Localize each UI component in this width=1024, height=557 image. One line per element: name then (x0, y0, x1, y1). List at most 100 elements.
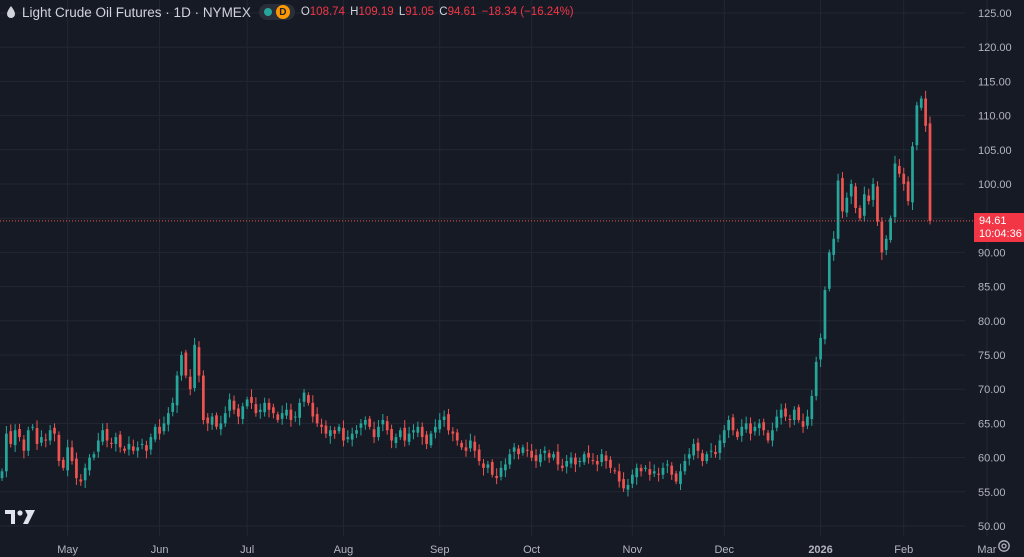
candle-body[interactable] (587, 452, 590, 458)
candle-body[interactable] (0, 471, 4, 479)
candle-body[interactable] (709, 450, 713, 452)
candle-body[interactable] (731, 417, 735, 431)
candle-body[interactable] (26, 430, 30, 451)
candle-body[interactable] (210, 416, 214, 425)
candle-body[interactable] (867, 195, 871, 202)
candle-body[interactable] (806, 416, 809, 426)
candle-body[interactable] (254, 404, 258, 414)
candle-body[interactable] (635, 467, 639, 478)
candle-body[interactable] (61, 459, 65, 468)
candle-body[interactable] (534, 455, 538, 462)
candle-body[interactable] (13, 430, 17, 446)
candle-body[interactable] (171, 402, 175, 412)
candle-body[interactable] (368, 418, 372, 427)
candle-body[interactable] (232, 400, 236, 410)
candle-body[interactable] (687, 454, 691, 459)
candle-body[interactable] (70, 447, 74, 462)
candle-body[interactable] (237, 408, 240, 417)
candle-body[interactable] (464, 447, 468, 451)
candle-body[interactable] (849, 184, 853, 197)
candle-body[interactable] (499, 467, 503, 477)
candle-body[interactable] (390, 429, 393, 441)
candle-body[interactable] (928, 123, 932, 221)
candle-body[interactable] (784, 408, 787, 417)
candle-body[interactable] (127, 443, 131, 450)
candle-body[interactable] (604, 455, 608, 462)
candle-body[interactable] (245, 399, 249, 407)
candle-body[interactable] (394, 437, 398, 443)
candle-body[interactable] (473, 441, 477, 451)
candle-body[interactable] (398, 430, 402, 438)
candle-body[interactable] (320, 424, 323, 427)
candle-body[interactable] (578, 461, 582, 463)
candle-body[interactable] (285, 409, 288, 416)
candle-body[interactable] (880, 221, 884, 253)
candle-body[interactable] (495, 475, 498, 479)
candle-body[interactable] (101, 430, 105, 442)
candle-body[interactable] (919, 98, 923, 108)
candle-body[interactable] (105, 429, 109, 441)
price-axis[interactable]: 50.00 55.00 60.00 65.00 70.00 75.00 80.00 85.00… (978, 8, 1012, 533)
candle-body[interactable] (893, 163, 897, 217)
candle-body[interactable] (832, 238, 836, 255)
candle-body[interactable] (530, 450, 534, 458)
candle-body[interactable] (884, 238, 888, 250)
candle-body[interactable] (136, 447, 140, 451)
candle-body[interactable] (92, 454, 96, 458)
candle-body[interactable] (740, 426, 744, 436)
candle-body[interactable] (766, 432, 770, 441)
candle-body[interactable] (328, 430, 332, 437)
candle-body[interactable] (841, 178, 844, 212)
candle-body[interactable] (736, 431, 739, 438)
time-axis[interactable]: MayJunJulAugSepOctNovDec2026FebMarApr (57, 544, 1024, 556)
candle-body[interactable] (79, 479, 83, 482)
candle-body[interactable] (477, 449, 481, 462)
candle-body[interactable] (123, 448, 126, 451)
candle-body[interactable] (622, 479, 625, 489)
candle-body[interactable] (140, 443, 144, 445)
candle-body[interactable] (722, 430, 726, 443)
candle-body[interactable] (350, 433, 354, 440)
candle-body[interactable] (521, 447, 525, 453)
candle-body[interactable] (118, 434, 122, 448)
candle-body[interactable] (31, 426, 34, 428)
candle-body[interactable] (215, 415, 218, 427)
candle-body[interactable] (617, 471, 621, 482)
candle-body[interactable] (131, 446, 135, 451)
candle-body[interactable] (862, 194, 866, 216)
candle-body[interactable] (644, 467, 647, 469)
candle-body[interactable] (272, 407, 275, 414)
candle-body[interactable] (547, 453, 551, 458)
candle-body[interactable] (525, 449, 529, 451)
candle-body[interactable] (753, 426, 757, 432)
candle-body[interactable] (241, 406, 245, 420)
candle-body[interactable] (438, 419, 442, 430)
candle-body[interactable] (219, 423, 223, 430)
candle-body[interactable] (792, 409, 796, 420)
candle-body[interactable] (96, 440, 100, 452)
candle-body[interactable] (714, 451, 717, 455)
candle-body[interactable] (727, 419, 730, 431)
candle-body[interactable] (814, 361, 818, 397)
candle-body[interactable] (342, 428, 345, 441)
candle-body[interactable] (823, 290, 827, 340)
candle-body[interactable] (315, 414, 319, 424)
candle-body[interactable] (504, 464, 507, 471)
candle-body[interactable] (762, 422, 766, 431)
candle-body[interactable] (696, 442, 700, 451)
candle-body[interactable] (223, 413, 227, 424)
candle-body[interactable] (779, 409, 783, 418)
candle-body[interactable] (40, 437, 43, 443)
candle-body[interactable] (924, 98, 927, 126)
candle-body[interactable] (298, 402, 302, 418)
candle-body[interactable] (258, 409, 262, 412)
candle-body[interactable] (565, 461, 569, 467)
candle-body[interactable] (337, 426, 341, 432)
candle-body[interactable] (434, 426, 437, 433)
candle-body[interactable] (175, 375, 179, 406)
candle-body[interactable] (552, 454, 555, 458)
candle-body[interactable] (420, 426, 424, 438)
candle-body[interactable] (674, 473, 678, 482)
candle-body[interactable] (889, 218, 892, 240)
